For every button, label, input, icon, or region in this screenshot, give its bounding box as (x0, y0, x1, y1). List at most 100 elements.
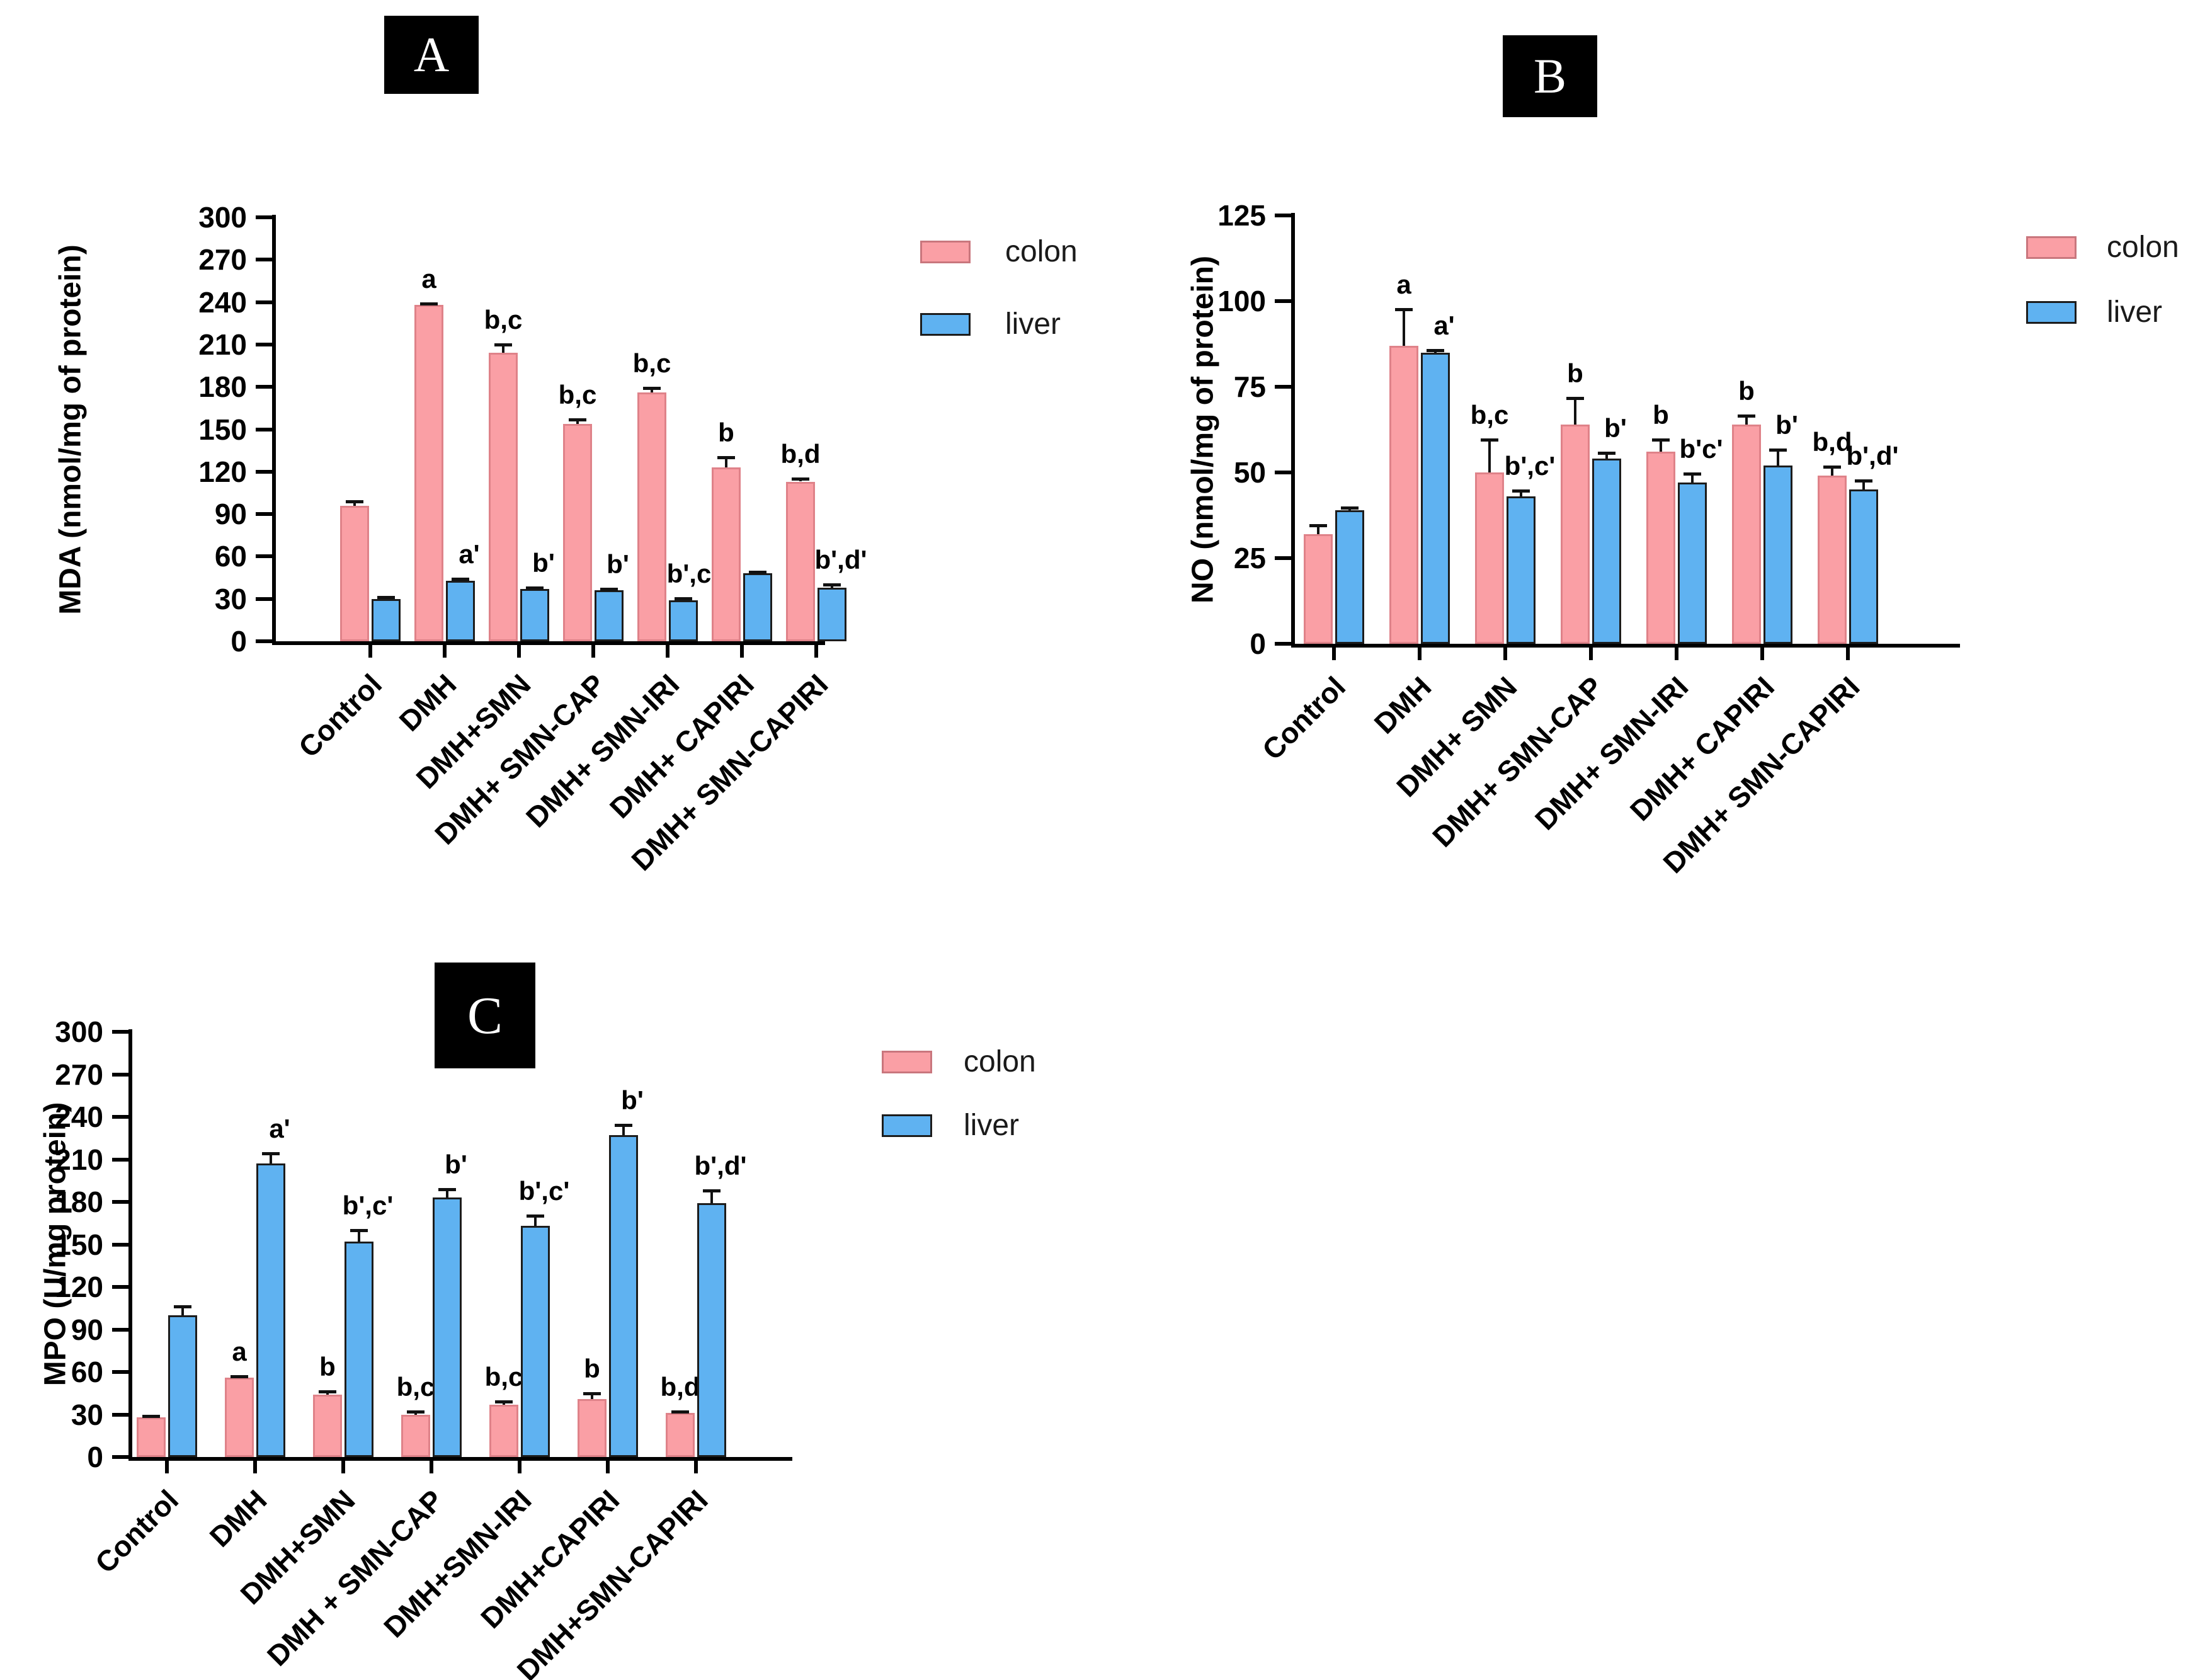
error-bar-liver-DMH+ SMN (1520, 489, 1522, 497)
bar-colon-DMH+ CAPIRI (712, 467, 741, 641)
error-bar-colon-DMH+ SMN-CAP (1574, 397, 1576, 425)
legend-label-liver: liver (2107, 295, 2163, 329)
x-axis-line (128, 1457, 792, 1461)
annotation-colon-DMH+ CAPIRI: b (718, 418, 734, 448)
annotation-colon-DMH+ SMN-CAP: b,c (558, 379, 597, 409)
error-cap-liver-DMH+ CAPIRI (749, 570, 766, 574)
annotation-colon-DMH+CAPIRI: b (584, 1353, 600, 1383)
error-cap-colon-DMH+SMN-CAPIRI (671, 1410, 689, 1414)
annotation-liver-DMH+SMN-CAPIRI: b',d' (694, 1150, 747, 1180)
panel-c-plot: 0 30 60 90 120 150 180 210 240 270 300 Control a a' DM… (55, 1017, 792, 1680)
y-tick (112, 1157, 128, 1162)
error-cap-liver-DMH+ SMN-CAPIRI (823, 583, 841, 587)
annotation-liver-DMH+SMN: b',c' (342, 1190, 394, 1220)
error-cap-liver-DMH+ SMN-CAP (1598, 452, 1615, 455)
x-label-DMH: DMH (392, 667, 463, 738)
y-tick-label: 240 (55, 1100, 103, 1133)
x-tick-Control (368, 643, 372, 658)
x-tick-DMH+ CAPIRI (740, 643, 744, 658)
annotation-colon-DMH+ SMN-CAPIRI: b,d (1812, 427, 1852, 457)
panel-a-legend: colon liver (920, 234, 1078, 341)
annotation-colon-DMH: a (421, 263, 436, 294)
bar-colon-DMH+SMN-CAPIRI (666, 1413, 695, 1457)
panel-b-label-box: B (1503, 35, 1597, 117)
annotation-liver-DMH+ CAPIRI: b' (1775, 409, 1798, 440)
y-tick-label: 270 (55, 1058, 103, 1091)
colon-swatch-icon (920, 240, 971, 263)
x-tick-DMH+ SMN-CAPIRI (1846, 645, 1850, 660)
x-tick-DMH (253, 1458, 257, 1473)
x-tick-DMH+ CAPIRI (1760, 645, 1764, 660)
bar-colon-DMH+ SMN-IRI (637, 392, 666, 641)
y-axis-line (272, 215, 276, 641)
liver-swatch-icon (2026, 300, 2077, 324)
error-cap-liver-DMH (1427, 349, 1444, 353)
panel-a: A MDA (nmol/mg of protein) 0 30 60 90 120 150… (0, 0, 1094, 877)
y-tick-label: 0 (1250, 627, 1266, 660)
error-bar-colon-DMH (1403, 307, 1405, 346)
error-bar-colon-DMH+ SMN-CAPIRI (1831, 466, 1833, 476)
error-cap-liver-Control (1341, 506, 1359, 510)
error-cap-colon-DMH+SMN (319, 1390, 336, 1394)
error-bar-liver-DMH+ SMN-CAPIRI (1862, 479, 1865, 490)
y-tick-label: 150 (55, 1228, 103, 1261)
annotation-liver-DMH+CAPIRI: b' (621, 1085, 644, 1116)
error-bar-colon-DMH+ CAPIRI (1745, 414, 1748, 425)
error-cap-colon-DMH (231, 1374, 248, 1378)
panel-b-legend: colon liver (2026, 230, 2179, 329)
y-tick-label: 300 (198, 201, 247, 234)
bar-colon-DMH + SMN-CAP (401, 1414, 430, 1457)
y-tick-label: 180 (55, 1186, 103, 1218)
error-cap-liver-DMH (452, 578, 469, 581)
y-tick (256, 215, 272, 219)
y-tick-label: 60 (214, 540, 247, 573)
error-cap-liver-DMH+ SMN-IRI (1684, 472, 1701, 476)
y-tick (1275, 385, 1291, 389)
bar-liver-DMH+CAPIRI (609, 1135, 638, 1457)
y-tick-label: 270 (198, 243, 247, 277)
error-bar-colon-DMH+ CAPIRI (725, 456, 727, 468)
bar-colon-Control (137, 1417, 166, 1457)
legend-row-colon: colon (882, 1044, 1036, 1079)
y-tick (256, 512, 272, 517)
y-tick (112, 1327, 128, 1332)
liver-swatch-icon (920, 312, 971, 336)
bar-liver-DMH+ SMN-CAP (595, 590, 624, 641)
legend-label-colon: colon (964, 1045, 1036, 1078)
error-bar-colon-Control (1317, 523, 1319, 534)
annotation-liver-DMH+ SMN-CAPIRI: b',d' (1846, 440, 1899, 471)
panel-b-letter: B (1533, 49, 1567, 103)
bar-liver-Control (372, 598, 401, 641)
error-cap-colon-DMH+SMN-IRI (495, 1400, 513, 1403)
legend-label-liver: liver (1005, 307, 1061, 341)
y-tick (256, 469, 272, 474)
panel-b: B NO (nmol/mg of protein) 0 25 50 75 100 125 C… (1094, 0, 2188, 879)
y-tick (1275, 299, 1291, 303)
bar-colon-DMH+ SMN-CAPIRI (1818, 476, 1847, 644)
error-cap-colon-DMH+ CAPIRI (717, 456, 735, 460)
bar-colon-DMH+SMN-IRI (489, 1404, 518, 1457)
bar-liver-Control (168, 1315, 197, 1457)
bar-colon-DMH+ SMN-CAP (1561, 424, 1590, 644)
bar-liver-DMH+SMN (345, 1242, 373, 1457)
x-axis-line (1291, 644, 1960, 648)
y-tick (112, 1030, 128, 1034)
y-tick (256, 300, 272, 304)
error-bar-liver-DMH+ SMN-CAP (1605, 452, 1608, 459)
annotation-liver-DMH+ SMN: b',c' (1504, 451, 1556, 481)
bar-liver-DMH (1421, 352, 1450, 644)
y-tick (256, 385, 272, 389)
error-cap-colon-DMH + SMN-CAP (407, 1410, 424, 1414)
legend-label-colon: colon (1005, 235, 1078, 268)
annotation-liver-DMH+ SMN-CAPIRI: b',d' (814, 545, 867, 575)
bar-colon-DMH (225, 1378, 254, 1457)
bar-liver-DMH+ SMN-CAPIRI (1849, 489, 1878, 644)
x-tick-DMH+SMN-CAPIRI (694, 1458, 698, 1473)
y-tick-label: 150 (198, 413, 247, 446)
annotation-colon-DMH: a (1396, 269, 1411, 299)
error-cap-liver-DMH+SMN (350, 1228, 368, 1232)
x-tick-DMH+ SMN-CAPIRI (814, 643, 818, 658)
annotation-liver-DMH: a' (269, 1114, 290, 1144)
error-cap-colon-Control (142, 1414, 160, 1418)
